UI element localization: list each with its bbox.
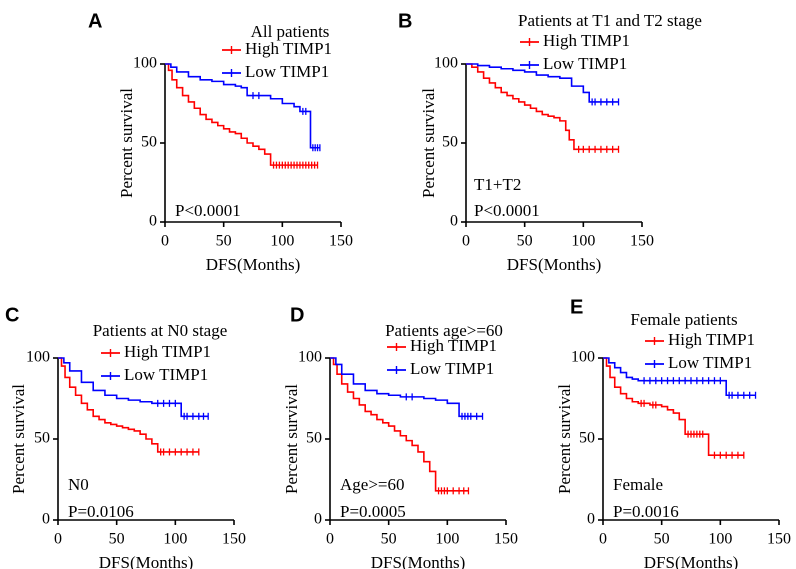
y-axis-label: Percent survival [117,88,136,198]
x-tick-label: 100 [270,233,294,250]
annotation: P=0.0106 [68,502,134,521]
y-tick-label: 50 [34,430,50,447]
annotation: T1+T2 [474,175,521,194]
survival-curve [466,63,619,103]
y-tick-label: 50 [306,430,322,447]
legend-entry: High TIMP1 [410,336,497,355]
x-tick-label: 0 [54,531,62,548]
x-tick-label: 50 [654,531,670,548]
y-tick-label: 100 [133,55,157,72]
panel-letter: C [5,304,19,326]
x-axis-label: DFS(Months) [371,553,465,569]
annotation: P<0.0001 [175,201,241,220]
annotation: Age>=60 [340,475,405,494]
x-tick-label: 150 [329,233,353,250]
y-tick-label: 100 [298,349,322,366]
panel-c: C Patients at N0 stage High TIMP1 Low TIMP1… [5,304,246,569]
y-tick-label: 50 [442,134,458,151]
annotation: P=0.0005 [340,502,406,521]
legend-entry: High TIMP1 [124,342,211,361]
panel-letter: A [88,10,102,32]
legend-entry: Low TIMP1 [668,353,752,372]
panel-letter: E [570,296,583,318]
annotation: P<0.0001 [474,201,540,220]
legend-entry: Low TIMP1 [410,359,494,378]
chart-title: Patients at T1 and T2 stage [518,11,702,30]
x-tick-label: 100 [708,531,732,548]
y-axis-label: Percent survival [419,88,438,198]
y-tick-label: 50 [141,134,157,151]
x-tick-label: 100 [435,531,459,548]
legend-entry: High TIMP1 [245,39,332,58]
panel-letter: B [398,10,412,32]
annotation: N0 [68,475,89,494]
x-tick-label: 150 [494,531,518,548]
survival-curve [165,63,320,149]
chart-title: Female patients [630,310,737,329]
survival-curve [58,357,209,418]
x-tick-label: 150 [222,531,246,548]
x-tick-label: 50 [381,531,397,548]
x-tick-label: 100 [571,233,595,250]
y-tick-label: 0 [314,511,322,528]
y-axis-label: Percent survival [9,384,28,494]
annotation: Female [613,475,663,494]
x-tick-label: 0 [599,531,607,548]
survival-curve [603,357,756,397]
y-tick-label: 100 [434,55,458,72]
legend-entry: Low TIMP1 [543,54,627,73]
legend-entry: Low TIMP1 [245,62,329,81]
x-axis-label: DFS(Months) [507,255,601,274]
chart-title: All patients [251,22,330,41]
y-tick-label: 100 [26,349,50,366]
x-tick-label: 150 [767,531,791,548]
y-axis-label: Percent survival [282,384,301,494]
legend-entry: High TIMP1 [668,330,755,349]
y-tick-label: 0 [149,213,157,230]
annotation: P=0.0016 [613,502,679,521]
survival-curve [58,357,199,453]
x-axis-label: DFS(Months) [644,553,738,569]
x-tick-label: 0 [161,233,169,250]
legend-entry: Low TIMP1 [124,365,208,384]
x-tick-label: 50 [216,233,232,250]
x-tick-label: 0 [462,233,470,250]
x-tick-label: 0 [326,531,334,548]
x-tick-label: 50 [109,531,125,548]
x-tick-label: 150 [630,233,654,250]
chart-title: Patients at N0 stage [93,321,228,340]
y-tick-label: 0 [450,213,458,230]
survival-curve [466,63,619,151]
y-tick-label: 0 [587,511,595,528]
y-tick-label: 50 [579,430,595,447]
x-axis-label: DFS(Months) [206,255,300,274]
survival-curve [165,63,318,166]
x-tick-label: 100 [163,531,187,548]
survival-curve [330,357,469,492]
x-tick-label: 50 [517,233,533,250]
y-axis-label: Percent survival [555,384,574,494]
chart-title: Patients age>=60 [385,321,503,340]
y-tick-label: 0 [42,511,50,528]
survival-curve [330,357,483,418]
legend-entry: High TIMP1 [543,31,630,50]
y-tick-label: 100 [571,349,595,366]
panel-letter: D [290,304,304,326]
x-axis-label: DFS(Months) [99,553,193,569]
